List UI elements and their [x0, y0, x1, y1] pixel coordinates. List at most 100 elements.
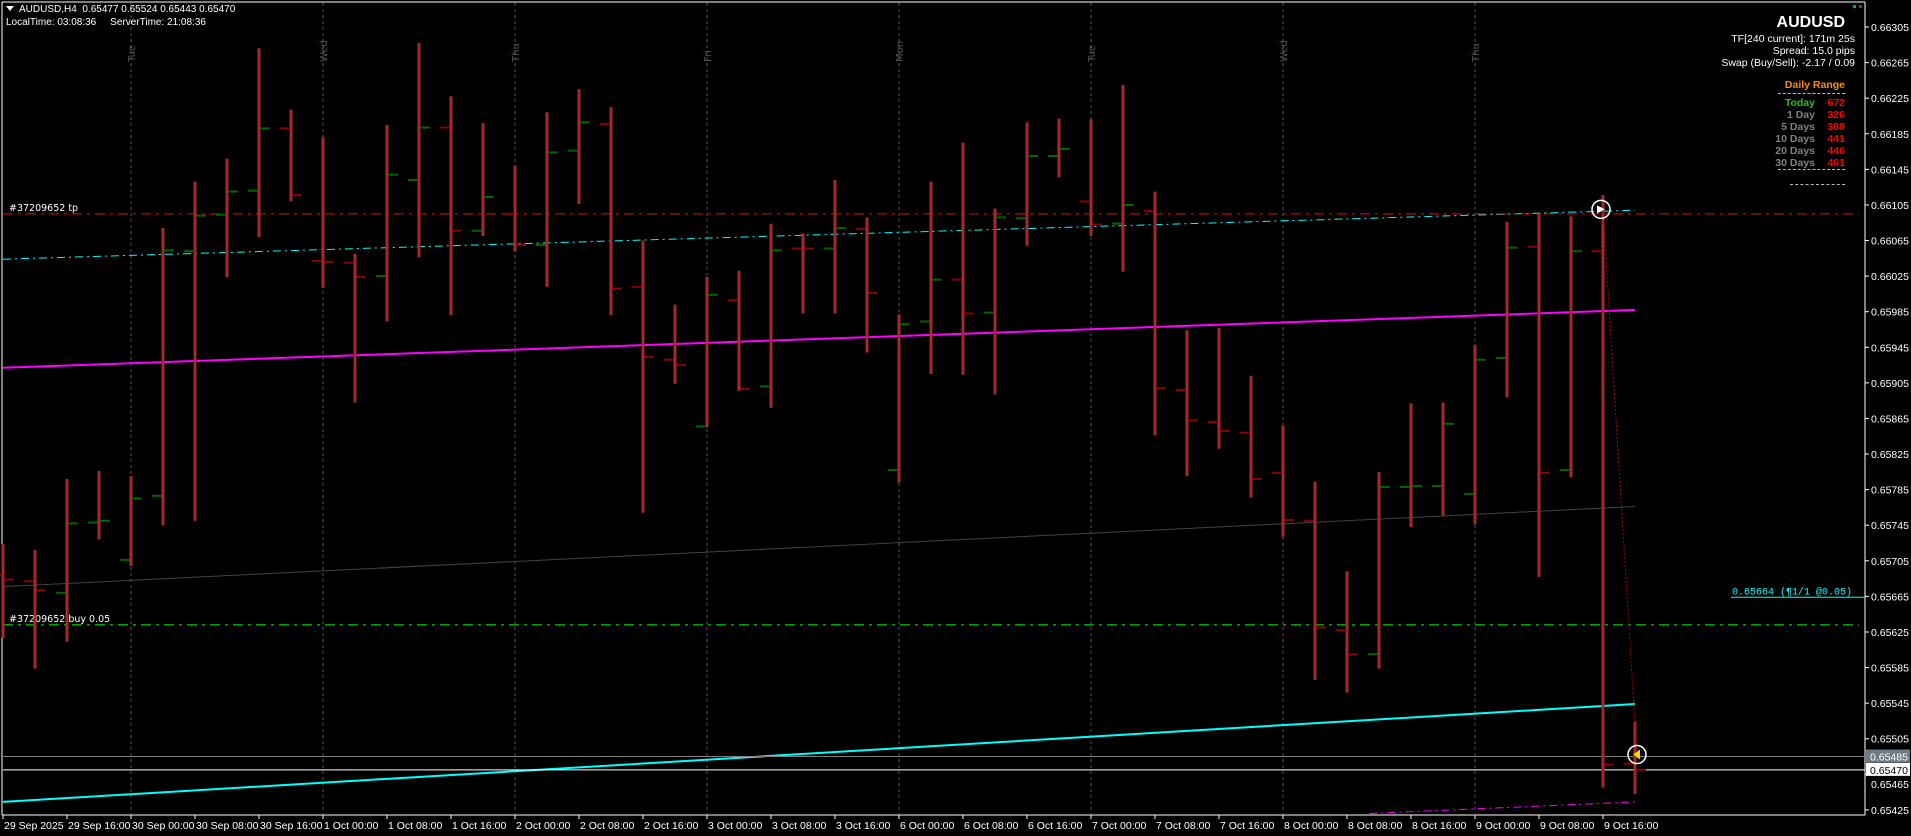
range-label: 30 Days — [1775, 157, 1815, 169]
ask-price-marker — [1866, 749, 1910, 763]
collapse-triangle-icon[interactable] — [6, 6, 14, 11]
range-value: 446 — [1827, 145, 1845, 157]
range-row-20-days: 20 Days 446 — [1725, 145, 1845, 157]
price-tick-label: 0.65665 — [1871, 591, 1909, 603]
time-tick-label: 7 Oct 16:00 — [1220, 820, 1274, 832]
time-info: LocalTime: 03:08:36 ServerTime: 21:08:36 — [6, 17, 206, 28]
price-tick-label: 0.65985 — [1871, 307, 1909, 319]
entry-marker-circle-icon[interactable] — [1627, 744, 1647, 765]
price-tick-label: 0.65425 — [1871, 805, 1909, 817]
price-tick-label: 0.66265 — [1871, 58, 1909, 70]
price-tick-label: 0.65865 — [1871, 413, 1909, 425]
price-tick-label: 0.65945 — [1871, 342, 1909, 354]
day-label: Mon — [895, 41, 906, 62]
chart-title: AUDUSD,H4 0.65477 0.65524 0.65443 0.6547… — [6, 4, 235, 15]
price-tick-label: 0.65505 — [1871, 734, 1909, 746]
time-tick-label: 2 Oct 08:00 — [580, 820, 634, 832]
range-label: 10 Days — [1775, 133, 1815, 145]
ma-magenta-line — [2, 308, 1636, 369]
price-tick-label: 0.65705 — [1871, 556, 1909, 568]
time-tick-label: 8 Oct 16:00 — [1412, 820, 1466, 832]
time-tick-label: 29 Sep 16:00 — [68, 820, 131, 832]
time-tick-label: 29 Sep 2025 — [4, 820, 64, 832]
ask-price-label: 0.65485 — [1870, 752, 1908, 764]
time-tick-label: 9 Oct 00:00 — [1476, 820, 1530, 832]
price-tick-label: 0.66065 — [1871, 236, 1909, 248]
range-row-30-days: 30 Days 461 — [1725, 157, 1845, 169]
time-tick-label: 30 Sep 08:00 — [196, 820, 259, 832]
day-label: Thu — [511, 43, 522, 63]
ma-magenta-dashed-line — [1369, 801, 1636, 814]
price-tick-label: 0.65785 — [1871, 485, 1909, 497]
range-row-5-days: 5 Days 389 — [1725, 121, 1845, 133]
time-tick-label: 8 Oct 00:00 — [1284, 820, 1338, 832]
range-row-10-days: 10 Days 441 — [1725, 133, 1845, 145]
divider — [1790, 184, 1845, 185]
range-label: 1 Day — [1786, 109, 1815, 121]
position-label: 0.65664 (¶1/1 @0.05) — [1732, 586, 1852, 598]
local-time: LocalTime: 03:08:36 — [6, 17, 97, 28]
server-time: ServerTime: 21:08:36 — [110, 17, 206, 28]
bid-price-label: 0.65470 — [1870, 765, 1908, 777]
ohlc-values: 0.65477 0.65524 0.65443 0.65470 — [82, 4, 236, 15]
time-tick-label: 3 Oct 08:00 — [772, 820, 826, 832]
price-tick-label: 0.66145 — [1871, 164, 1909, 176]
price-tick-label: 0.66105 — [1871, 200, 1909, 212]
panel-timeframe: TF[240 current]: 171m 25s — [1731, 33, 1855, 45]
range-value: 326 — [1827, 109, 1845, 121]
time-tick-label: 1 Oct 08:00 — [388, 820, 442, 832]
arrow-right-icon — [1597, 205, 1605, 214]
ma-gray-line — [2, 506, 1636, 588]
time-tick-label: 2 Oct 00:00 — [516, 820, 570, 832]
ma-cyan-line — [2, 703, 1636, 803]
day-label: Tue — [1087, 45, 1098, 63]
time-tick-label: 6 Oct 16:00 — [1028, 820, 1082, 832]
divider — [1778, 169, 1845, 170]
ma-cyan-dashed-line — [2, 209, 1636, 260]
price-tick-label: 0.65625 — [1871, 627, 1909, 639]
range-value: 461 — [1827, 157, 1845, 169]
panel-spread: Spread: 15.0 pips — [1772, 45, 1855, 57]
price-tick-label: 0.65545 — [1871, 698, 1909, 710]
range-row-today: Today 672 — [1725, 97, 1845, 109]
day-label: Tue — [127, 45, 138, 63]
price-tick-label: 0.65825 — [1871, 449, 1909, 461]
time-tick-label: 30 Sep 16:00 — [260, 820, 323, 832]
time-tick-label: 1 Oct 00:00 — [324, 820, 378, 832]
bid-price-marker — [1866, 762, 1910, 776]
time-tick-label: 8 Oct 08:00 — [1348, 820, 1402, 832]
price-tick-label: 0.66305 — [1871, 22, 1909, 34]
day-label: Wed — [1279, 40, 1290, 62]
divider — [1778, 93, 1845, 94]
range-label: Today — [1784, 97, 1815, 109]
price-tick-label: 0.65745 — [1871, 520, 1909, 532]
price-tick-label: 0.65905 — [1871, 378, 1909, 390]
range-value: 441 — [1827, 133, 1845, 145]
time-tick-label: 9 Oct 16:00 — [1604, 820, 1658, 832]
range-value: 389 — [1827, 121, 1845, 133]
price-tick-label: 0.65585 — [1871, 663, 1909, 675]
range-value: 672 — [1827, 97, 1845, 109]
day-label: Thu — [1471, 43, 1482, 63]
day-label: Fri — [703, 50, 714, 62]
time-tick-label: 3 Oct 16:00 — [836, 820, 890, 832]
time-tick-label: 7 Oct 00:00 — [1092, 820, 1146, 832]
range-label: 20 Days — [1775, 145, 1815, 157]
time-tick-label: 3 Oct 00:00 — [708, 820, 762, 832]
status-indicator-icon — [1853, 5, 1856, 8]
daily-range-title: Daily Range — [1784, 79, 1845, 91]
time-tick-label: 6 Oct 08:00 — [964, 820, 1018, 832]
time-tick-label: 1 Oct 16:00 — [452, 820, 506, 832]
price-tick-label: 0.66185 — [1871, 129, 1909, 141]
status-indicator-icon — [1859, 5, 1862, 8]
take-profit-label: #37209652 tp — [9, 203, 78, 214]
trade-path-line — [1602, 209, 1638, 757]
close-marker-circle-icon[interactable] — [1591, 199, 1611, 220]
day-label: Wed — [319, 40, 330, 62]
panel-swap: Swap (Buy/Sell): -2.17 / 0.09 — [1721, 57, 1855, 69]
arrow-left-icon — [1633, 749, 1640, 760]
symbol-timeframe: AUDUSD,H4 — [19, 4, 77, 15]
buy-order-label: #37209652 buy 0.05 — [9, 614, 110, 625]
time-tick-label: 6 Oct 00:00 — [900, 820, 954, 832]
